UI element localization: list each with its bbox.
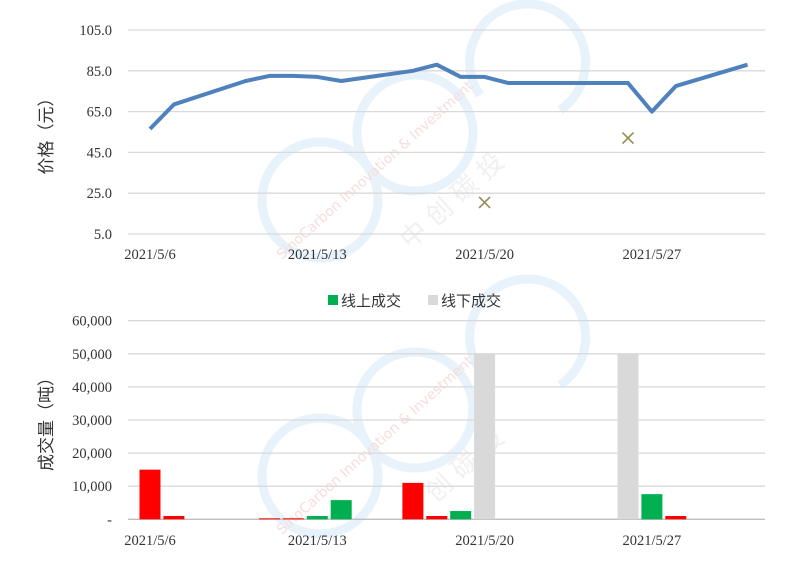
volume-y-tick-label: 30,000 [72, 413, 112, 429]
price-x-tick-label: 2021/5/6 [124, 247, 176, 263]
volume-bar [474, 353, 496, 520]
volume-x-tick-label: 2021/5/20 [455, 533, 514, 549]
price-gridlines [128, 29, 765, 235]
volume-x-tick-label: 2021/5/13 [288, 533, 347, 549]
price-y-tick-label: 65.0 [87, 105, 112, 121]
volume-bar [402, 482, 424, 520]
volume-x-tick-label: 2021/5/27 [622, 533, 681, 549]
price-y-tick-label: 85.0 [87, 64, 112, 80]
price-y-tick-label: 45.0 [87, 145, 112, 161]
watermark-text-en-2: SinoCarbon Innovation & Investment [274, 353, 477, 538]
price-series [148, 62, 749, 209]
volume-y-tick-label: 60,000 [72, 314, 112, 330]
volume-bar [641, 494, 663, 520]
x-marker-stroke [621, 132, 635, 145]
price-line [148, 62, 749, 131]
price-x-tick-label: 2021/5/20 [455, 247, 514, 263]
watermark-text-en: SinoCarbon Innovation & Investment [274, 78, 477, 263]
price-chart: 105.085.065.045.025.05.0 2021/5/6 2021/5/… [37, 23, 765, 263]
price-x-tick-label: 2021/5/13 [288, 247, 347, 263]
volume-bar [450, 511, 472, 520]
volume-gridlines [128, 320, 765, 520]
legend-label-offline: 线下成交 [441, 292, 501, 310]
volume-bar [306, 515, 328, 520]
price-y-tick-label: 105.0 [79, 23, 112, 39]
volume-x-ticks: 2021/5/6 2021/5/13 2021/5/20 2021/5/27 [124, 533, 681, 549]
volume-y-axis-title: 成交量（吨） [37, 369, 57, 471]
volume-bar [426, 515, 448, 520]
price-x-marker [478, 196, 491, 209]
volume-y-ticks: 60,000 50,000 40,000 30,000 20,000 10,000 - [72, 314, 112, 529]
legend-swatch-online [328, 295, 338, 305]
volume-y-tick-label: - [107, 512, 112, 528]
volume-bar [259, 518, 280, 520]
legend-label-online: 线上成交 [341, 292, 401, 310]
volume-bar [139, 469, 161, 520]
volume-bar [665, 515, 687, 520]
price-y-axis-title: 价格（元） [37, 90, 57, 175]
volume-bar [163, 515, 185, 520]
price-x-ticks: 2021/5/6 2021/5/13 2021/5/20 2021/5/27 [124, 247, 681, 263]
volume-bar [282, 518, 304, 520]
price-y-ticks: 105.0 85.0 65.0 45.0 25.0 5.0 [79, 23, 112, 243]
volume-x-tick-label: 2021/5/6 [124, 533, 176, 549]
volume-chart: 60,000 50,000 40,000 30,000 20,000 10,000 - 20… [37, 292, 765, 549]
price-x-tick-label: 2021/5/27 [622, 247, 681, 263]
volume-bars [139, 353, 687, 520]
volume-y-tick-label: 40,000 [72, 380, 112, 396]
volume-y-tick-label: 50,000 [72, 347, 112, 363]
price-y-tick-label: 25.0 [87, 186, 112, 202]
x-marker-stroke [478, 196, 491, 209]
watermark-logo-rings [257, 0, 591, 539]
legend-swatch-offline [428, 295, 438, 305]
watermark-text-cn: 中 创 碳 投 [395, 147, 511, 255]
volume-bar [330, 500, 352, 520]
volume-bar [617, 353, 639, 520]
volume-y-tick-label: 20,000 [72, 446, 112, 462]
price-x-marker [621, 132, 635, 145]
price-y-tick-label: 5.0 [94, 227, 112, 243]
volume-y-tick-label: 10,000 [72, 479, 112, 495]
volume-legend: 线上成交 线下成交 [328, 292, 501, 310]
